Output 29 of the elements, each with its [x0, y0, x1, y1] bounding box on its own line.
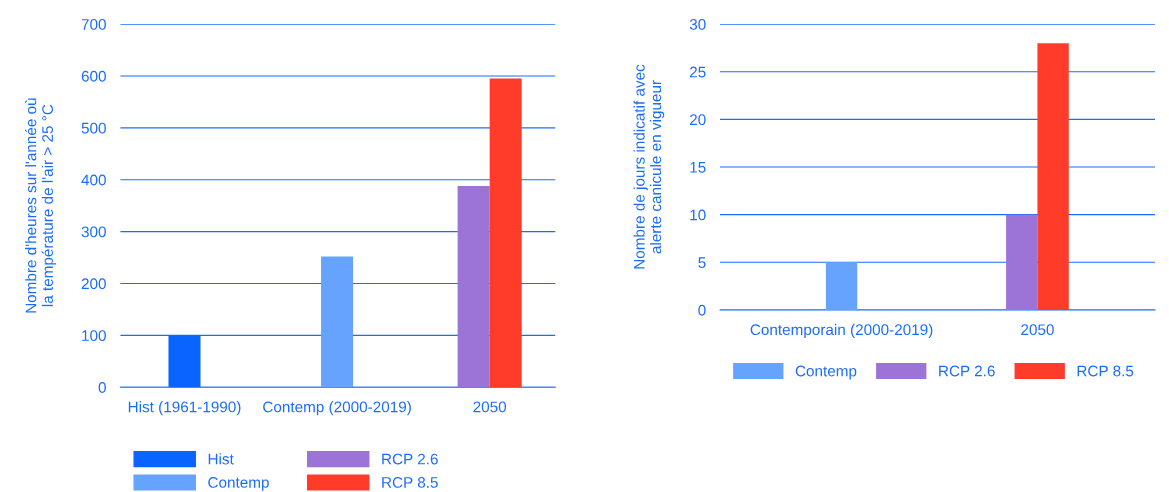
x-tick-label: Hist (1961-1990) [128, 401, 241, 416]
x-tick-label: 2050 [1021, 324, 1054, 336]
legend-label: RCP 2.6 [382, 453, 438, 465]
y-tick-label: 300 [81, 226, 106, 238]
x-tick-label: Contemporain (2000-2019) [750, 323, 933, 339]
y-tick-label: 200 [81, 278, 106, 290]
x-tick-label: Contemp (2000-2019) [263, 401, 411, 416]
y-tick-label: 0 [98, 382, 106, 393]
y-axis-title: Nombre de jours indicatif avec alerte canicule en vigueur [633, 64, 665, 269]
y-axis-title: Nombre d'heures sur l'année où la température de l'air > 25 °C [24, 98, 57, 313]
y-tick-label: 10 [690, 209, 706, 221]
y-tick-label: 500 [81, 122, 106, 134]
y-tick-label: 600 [81, 70, 106, 82]
y-tick-label: 15 [690, 162, 706, 173]
y-tick-label: 5 [698, 257, 706, 268]
y-tick-label: 25 [689, 66, 706, 78]
legend-label: RCP 2.6 [939, 365, 995, 377]
y-tick-label: 400 [81, 174, 106, 186]
y-tick-label: 20 [689, 114, 706, 126]
x-tick-label: 2050 [473, 401, 507, 413]
legend-label: RCP 8.5 [382, 476, 438, 488]
legend-label: Hist [208, 453, 234, 465]
legend-label: Contemp [208, 476, 269, 491]
legend-label: RCP 8.5 [1077, 365, 1134, 377]
y-tick-label: 700 [81, 18, 106, 30]
legend-label: Contemp [795, 365, 857, 380]
y-tick-label: 100 [82, 330, 106, 342]
y-tick-label: 0 [698, 304, 706, 316]
y-tick-label: 30 [689, 18, 706, 30]
